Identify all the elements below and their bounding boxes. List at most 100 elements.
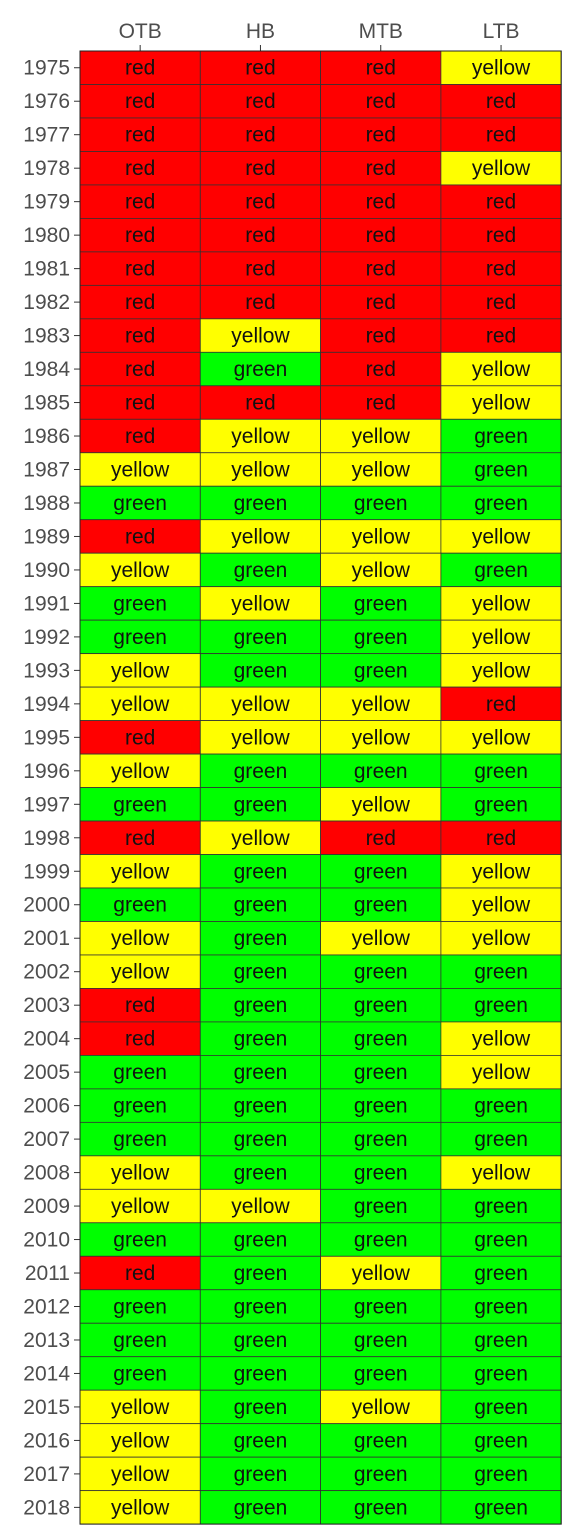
heatmap-cell [79,653,201,688]
x-tick-label: HB [246,20,275,43]
heatmap-cell [199,1021,322,1056]
x-tick-label: OTB [119,20,162,43]
cell-label: red [486,291,516,314]
heatmap-cell [79,921,201,956]
y-tick-label: 2007 [23,1128,70,1151]
y-tick-label: 1993 [23,659,70,682]
cell-label: yellow [231,592,290,615]
cell-label: red [125,157,155,180]
cell-label: red [125,392,155,415]
cell-label: green [474,760,528,783]
y-tick-label: 2005 [23,1061,70,1084]
cell-label: green [354,894,408,917]
heatmap-cell [440,1389,562,1425]
heatmap-cell [440,954,562,989]
heatmap-cell [199,1322,322,1358]
y-tick-label: 1976 [23,90,70,113]
y-tick-label: 2012 [23,1296,70,1319]
cell-label: yellow [472,1028,531,1051]
heatmap-cell [199,117,322,152]
cell-label: green [354,1362,408,1385]
cell-label: green [354,760,408,783]
cell-label: green [113,1362,167,1385]
cell-label: red [366,224,396,247]
heatmap-cell [79,418,201,454]
cell-label: red [486,191,516,214]
heatmap-cell [79,854,201,889]
cell-label: green [234,793,288,816]
heatmap-cells: red red red yellow red red red red red red red red r… [79,50,562,1525]
y-tick-label: 2017 [23,1463,70,1486]
heatmap-cell [79,351,201,387]
heatmap-cell [320,452,442,487]
cell-label: green [234,860,288,883]
cell-label: red [245,392,275,415]
y-tick-label: 1995 [23,726,70,749]
heatmap-cell [320,418,442,454]
heatmap-cell [320,720,442,755]
heatmap-cell [199,385,322,420]
heatmap-cell [320,1055,442,1090]
cell-label: yellow [352,425,411,448]
heatmap-cell [320,251,442,286]
y-tick-label: 2008 [23,1162,70,1185]
cell-label: red [366,191,396,214]
cell-label: red [486,258,516,281]
cell-label: red [125,726,155,749]
cell-label: green [113,626,167,649]
heatmap-cell [320,1423,442,1458]
y-tick-label: 1975 [23,57,70,80]
cell-label: green [234,1296,288,1319]
heatmap-cell [440,1322,562,1358]
cell-label: yellow [111,1162,170,1185]
y-tick-label: 1981 [23,258,70,281]
heatmap-cell [320,653,442,688]
cell-label: yellow [111,860,170,883]
cell-label: red [125,425,155,448]
heatmap-cell [320,1155,442,1190]
cell-label: green [474,994,528,1017]
cell-label: yellow [472,894,531,917]
cell-label: green [354,994,408,1017]
cell-label: yellow [472,659,531,682]
cell-label: green [234,1028,288,1051]
cell-label: yellow [111,659,170,682]
cell-label: red [486,90,516,113]
cell-label: red [125,358,155,381]
heatmap-cell [440,619,562,655]
cell-label: yellow [352,693,411,716]
cell-label: yellow [472,1061,531,1084]
y-tick-label: 2016 [23,1429,70,1452]
heatmap-cell [79,1389,201,1425]
y-tick-label: 1986 [23,425,70,448]
heatmap-cell [440,50,562,85]
cell-label: green [474,425,528,448]
cell-label: yellow [231,525,290,548]
cell-label: green [113,793,167,816]
y-tick-label: 1983 [23,325,70,348]
heatmap-cell [440,1423,562,1458]
y-tick-label: 1990 [23,559,70,582]
cell-label: green [113,894,167,917]
y-tick-label: 2000 [23,894,70,917]
cell-label: green [234,492,288,515]
cell-label: green [234,1463,288,1486]
heatmap-cell [320,1121,442,1157]
cell-label: green [234,559,288,582]
cell-label: green [234,659,288,682]
cell-label: red [366,258,396,281]
heatmap-cell [199,84,322,119]
cell-label: green [234,626,288,649]
cell-label: yellow [111,1195,170,1218]
heatmap-cell [79,619,201,655]
heatmap-cell [440,351,562,387]
heatmap-cell [320,686,442,721]
heatmap-cell [199,1155,322,1190]
cell-label: red [366,157,396,180]
y-tick-label: 1992 [23,626,70,649]
y-tick-label: 2011 [25,1262,70,1285]
cell-label: yellow [231,726,290,749]
y-tick-label: 2001 [23,927,70,950]
cell-label: green [354,1463,408,1486]
heatmap-cell [320,787,442,822]
